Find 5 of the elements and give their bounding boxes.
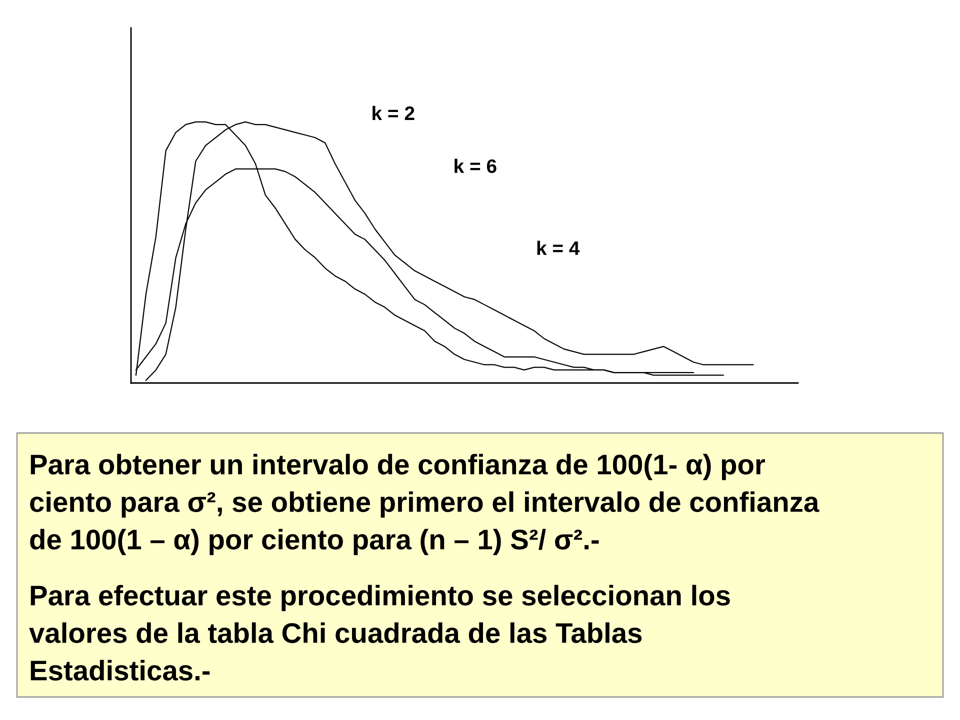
annotation: k = 4	[537, 240, 580, 255]
text: Para efectuar este procedimiento se seleccionan los valores de la tabla Chi cuadrada de las Tablas Estadisticas.-	[29, 584, 730, 681]
text: Para obtener un intervalo de confianza de 100(1- α) por ciento para σ², se obtiene primero el intervalo de confianza de 100(1 – α) por ciento para (n – 1) S²/ σ².-	[30, 454, 820, 556]
annotation: k = 6	[454, 158, 496, 174]
text: k = 2	[372, 106, 414, 120]
